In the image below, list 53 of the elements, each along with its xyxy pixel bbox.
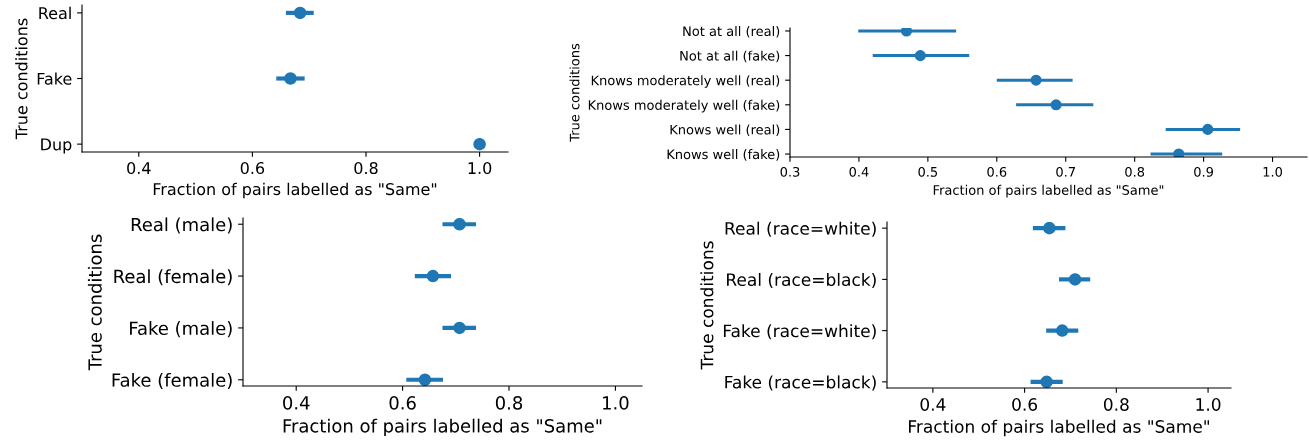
y-tick-label: Real (race=black) xyxy=(727,272,876,289)
x-tick-label: 0.4 xyxy=(283,396,310,410)
x-tick-label: 0.5 xyxy=(918,166,938,177)
x-tick-label: 0.6 xyxy=(987,166,1007,177)
y-tick-label: Knows well (real) xyxy=(670,124,780,137)
x-tick-label: 1.0 xyxy=(1196,398,1221,411)
y-tick-label: Fake (race=black) xyxy=(725,375,876,391)
y-tick-label: Dup xyxy=(41,138,72,154)
y-tick-label: Not at all (fake) xyxy=(680,50,780,63)
y-tick-label: Knows well (fake) xyxy=(667,149,780,161)
x-tick-label: 0.4 xyxy=(849,166,869,177)
x-tick-label: 0.9 xyxy=(1194,166,1214,177)
x-tick-label: 1.0 xyxy=(1263,166,1283,177)
y-tick-label: Knows moderately well (fake) xyxy=(588,99,780,113)
x-tick-label: 0.6 xyxy=(240,162,265,175)
x-tick-label: 1.0 xyxy=(603,396,629,410)
point xyxy=(1068,273,1082,286)
x-tick-label: 0.8 xyxy=(495,396,523,410)
y-tick-label: Real (race=white) xyxy=(725,221,876,237)
x-tick-label: 1.0 xyxy=(468,162,492,175)
x-tick-label: 0.8 xyxy=(354,162,378,175)
x-tick-label: 0.6 xyxy=(389,396,416,410)
y-tick-label: Fake (race=white) xyxy=(723,324,876,340)
point xyxy=(1055,324,1069,337)
y-tick-label: Not at all (real) xyxy=(683,26,780,38)
y-axis-title: True conditions xyxy=(700,241,714,370)
x-axis-title: Fraction of pairs labelled as "Same" xyxy=(283,418,602,437)
y-tick-label: Fake xyxy=(37,72,72,85)
x-tick-label: 0.6 xyxy=(1012,398,1038,411)
y-axis-title: True conditions xyxy=(87,234,102,371)
point xyxy=(1050,99,1062,111)
x-axis-title: Fraction of pairs labelled as "Same" xyxy=(153,182,437,199)
y-tick-label: Fake (male) xyxy=(130,321,232,338)
y-tick-label: Real (female) xyxy=(114,269,232,286)
point xyxy=(1202,123,1214,135)
y-tick-label: Real (male) xyxy=(131,217,232,234)
y-axis-title: True conditions xyxy=(15,18,28,140)
x-tick-label: 0.8 xyxy=(1103,398,1129,411)
y-tick-label: Knows moderately well (real) xyxy=(591,75,780,88)
point xyxy=(1040,375,1053,388)
x-axis-title: Fraction of pairs labelled as "Same" xyxy=(933,184,1164,198)
point xyxy=(914,50,926,62)
x-tick-label: 0.4 xyxy=(920,398,946,411)
x-axis-title: Fraction of pairs labelled as "Same" xyxy=(909,419,1209,437)
point xyxy=(1030,74,1042,86)
x-tick-label: 0.4 xyxy=(127,162,151,175)
x-tick-label: 0.8 xyxy=(1125,166,1145,177)
y-tick-label: Fake (female) xyxy=(112,372,232,389)
y-axis-title: True conditions xyxy=(569,43,580,142)
x-tick-label: 0.7 xyxy=(1056,166,1075,177)
point xyxy=(1043,222,1056,235)
x-tick-label: 0.3 xyxy=(780,166,800,177)
y-tick-label: Real xyxy=(39,6,71,20)
